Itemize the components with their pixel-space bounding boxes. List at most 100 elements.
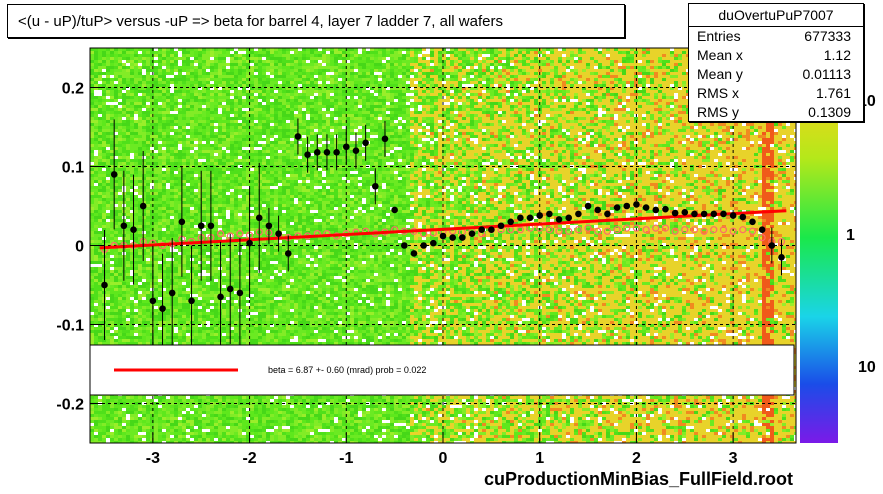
heatmap-cell bbox=[154, 84, 158, 87]
heatmap-cell bbox=[226, 342, 230, 345]
heatmap-cell bbox=[162, 231, 166, 234]
heatmap-cell bbox=[218, 165, 222, 168]
heatmap-cell bbox=[98, 324, 102, 327]
heatmap-cell bbox=[182, 408, 186, 411]
heatmap-cell bbox=[186, 246, 190, 249]
heatmap-cell bbox=[118, 285, 122, 288]
heatmap-cell bbox=[114, 147, 118, 150]
heatmap-cell bbox=[130, 102, 134, 105]
heatmap-cell bbox=[134, 81, 138, 84]
heatmap-cell bbox=[158, 111, 162, 114]
heatmap-cell bbox=[142, 309, 146, 312]
heatmap-cell bbox=[182, 294, 186, 297]
heatmap-cell bbox=[150, 93, 154, 96]
heatmap-cell bbox=[146, 99, 150, 102]
heatmap-cell bbox=[134, 237, 138, 240]
heatmap-cell bbox=[210, 279, 214, 282]
heatmap-cell bbox=[170, 66, 174, 69]
heatmap-cell bbox=[142, 294, 146, 297]
heatmap-cell bbox=[206, 273, 210, 276]
heatmap-cell bbox=[110, 324, 114, 327]
heatmap-cell bbox=[134, 138, 138, 141]
heatmap-cell bbox=[198, 438, 202, 441]
heatmap-cell bbox=[94, 258, 98, 261]
heatmap-cell bbox=[190, 171, 194, 174]
heatmap-cell bbox=[122, 426, 126, 429]
heatmap-cell bbox=[190, 396, 194, 399]
heatmap-cell bbox=[158, 90, 162, 93]
heatmap-cell bbox=[178, 438, 182, 441]
heatmap-cell bbox=[182, 288, 186, 291]
heatmap-cell bbox=[178, 195, 182, 198]
heatmap-cell bbox=[150, 57, 154, 60]
heatmap-cell bbox=[238, 51, 242, 54]
heatmap-cell bbox=[150, 411, 154, 414]
heatmap-cell bbox=[174, 423, 178, 426]
heatmap-cell bbox=[98, 222, 102, 225]
heatmap-cell bbox=[218, 414, 222, 417]
heatmap-cell bbox=[126, 63, 130, 66]
heatmap-cell bbox=[126, 240, 130, 243]
heatmap-cell bbox=[214, 396, 218, 399]
heatmap-cell bbox=[222, 261, 226, 264]
heatmap-cell bbox=[178, 111, 182, 114]
heatmap-cell bbox=[146, 180, 150, 183]
heatmap-cell bbox=[218, 291, 222, 294]
heatmap-cell bbox=[190, 222, 194, 225]
heatmap-cell bbox=[126, 441, 130, 443]
heatmap-cell bbox=[162, 438, 166, 441]
heatmap-cell bbox=[198, 123, 202, 126]
heatmap-cell bbox=[102, 192, 106, 195]
heatmap-cell bbox=[222, 111, 226, 114]
heatmap-cell bbox=[226, 216, 230, 219]
heatmap-cell bbox=[118, 132, 122, 135]
heatmap-cell bbox=[162, 327, 166, 330]
heatmap-cell bbox=[186, 48, 190, 51]
heatmap-cell bbox=[190, 75, 194, 78]
heatmap-cell bbox=[198, 57, 202, 60]
heatmap-cell bbox=[90, 60, 94, 63]
heatmap-cell bbox=[146, 216, 150, 219]
heatmap-cell bbox=[154, 180, 158, 183]
heatmap-cell bbox=[170, 210, 174, 213]
heatmap-cell bbox=[214, 420, 218, 423]
heatmap-cell bbox=[162, 255, 166, 258]
heatmap-cell bbox=[106, 417, 110, 420]
heatmap-cell bbox=[234, 126, 238, 129]
heatmap-cell bbox=[114, 180, 118, 183]
heatmap-cell bbox=[182, 255, 186, 258]
heatmap-cell bbox=[174, 162, 178, 165]
heatmap-cell bbox=[90, 138, 94, 141]
heatmap-cell bbox=[210, 327, 214, 330]
heatmap-cell bbox=[146, 417, 150, 420]
heatmap-cell bbox=[138, 174, 142, 177]
heatmap-cell bbox=[238, 153, 242, 156]
heatmap-cell bbox=[202, 84, 206, 87]
heatmap-cell bbox=[170, 207, 174, 210]
heatmap-cell bbox=[198, 309, 202, 312]
heatmap-cell bbox=[206, 330, 210, 333]
heatmap-cell bbox=[182, 432, 186, 435]
heatmap-cell bbox=[90, 234, 94, 237]
heatmap-cell bbox=[98, 411, 102, 414]
heatmap-cell bbox=[94, 405, 98, 408]
heatmap-cell bbox=[146, 270, 150, 273]
heatmap-cell bbox=[126, 159, 130, 162]
heatmap-cell bbox=[158, 192, 162, 195]
heatmap-cell bbox=[146, 429, 150, 432]
heatmap-cell bbox=[166, 423, 170, 426]
heatmap-cell bbox=[230, 279, 234, 282]
heatmap-cell bbox=[158, 114, 162, 117]
heatmap-cell bbox=[206, 255, 210, 258]
heatmap-cell bbox=[154, 195, 158, 198]
heatmap-cell bbox=[230, 78, 234, 81]
heatmap-cell bbox=[198, 192, 202, 195]
heatmap-cell bbox=[134, 195, 138, 198]
heatmap-cell bbox=[166, 114, 170, 117]
heatmap-cell bbox=[174, 432, 178, 435]
heatmap-cell bbox=[166, 234, 170, 237]
heatmap-cell bbox=[190, 84, 194, 87]
heatmap-cell bbox=[174, 267, 178, 270]
heatmap-cell bbox=[106, 339, 110, 342]
heatmap-cell bbox=[110, 327, 114, 330]
